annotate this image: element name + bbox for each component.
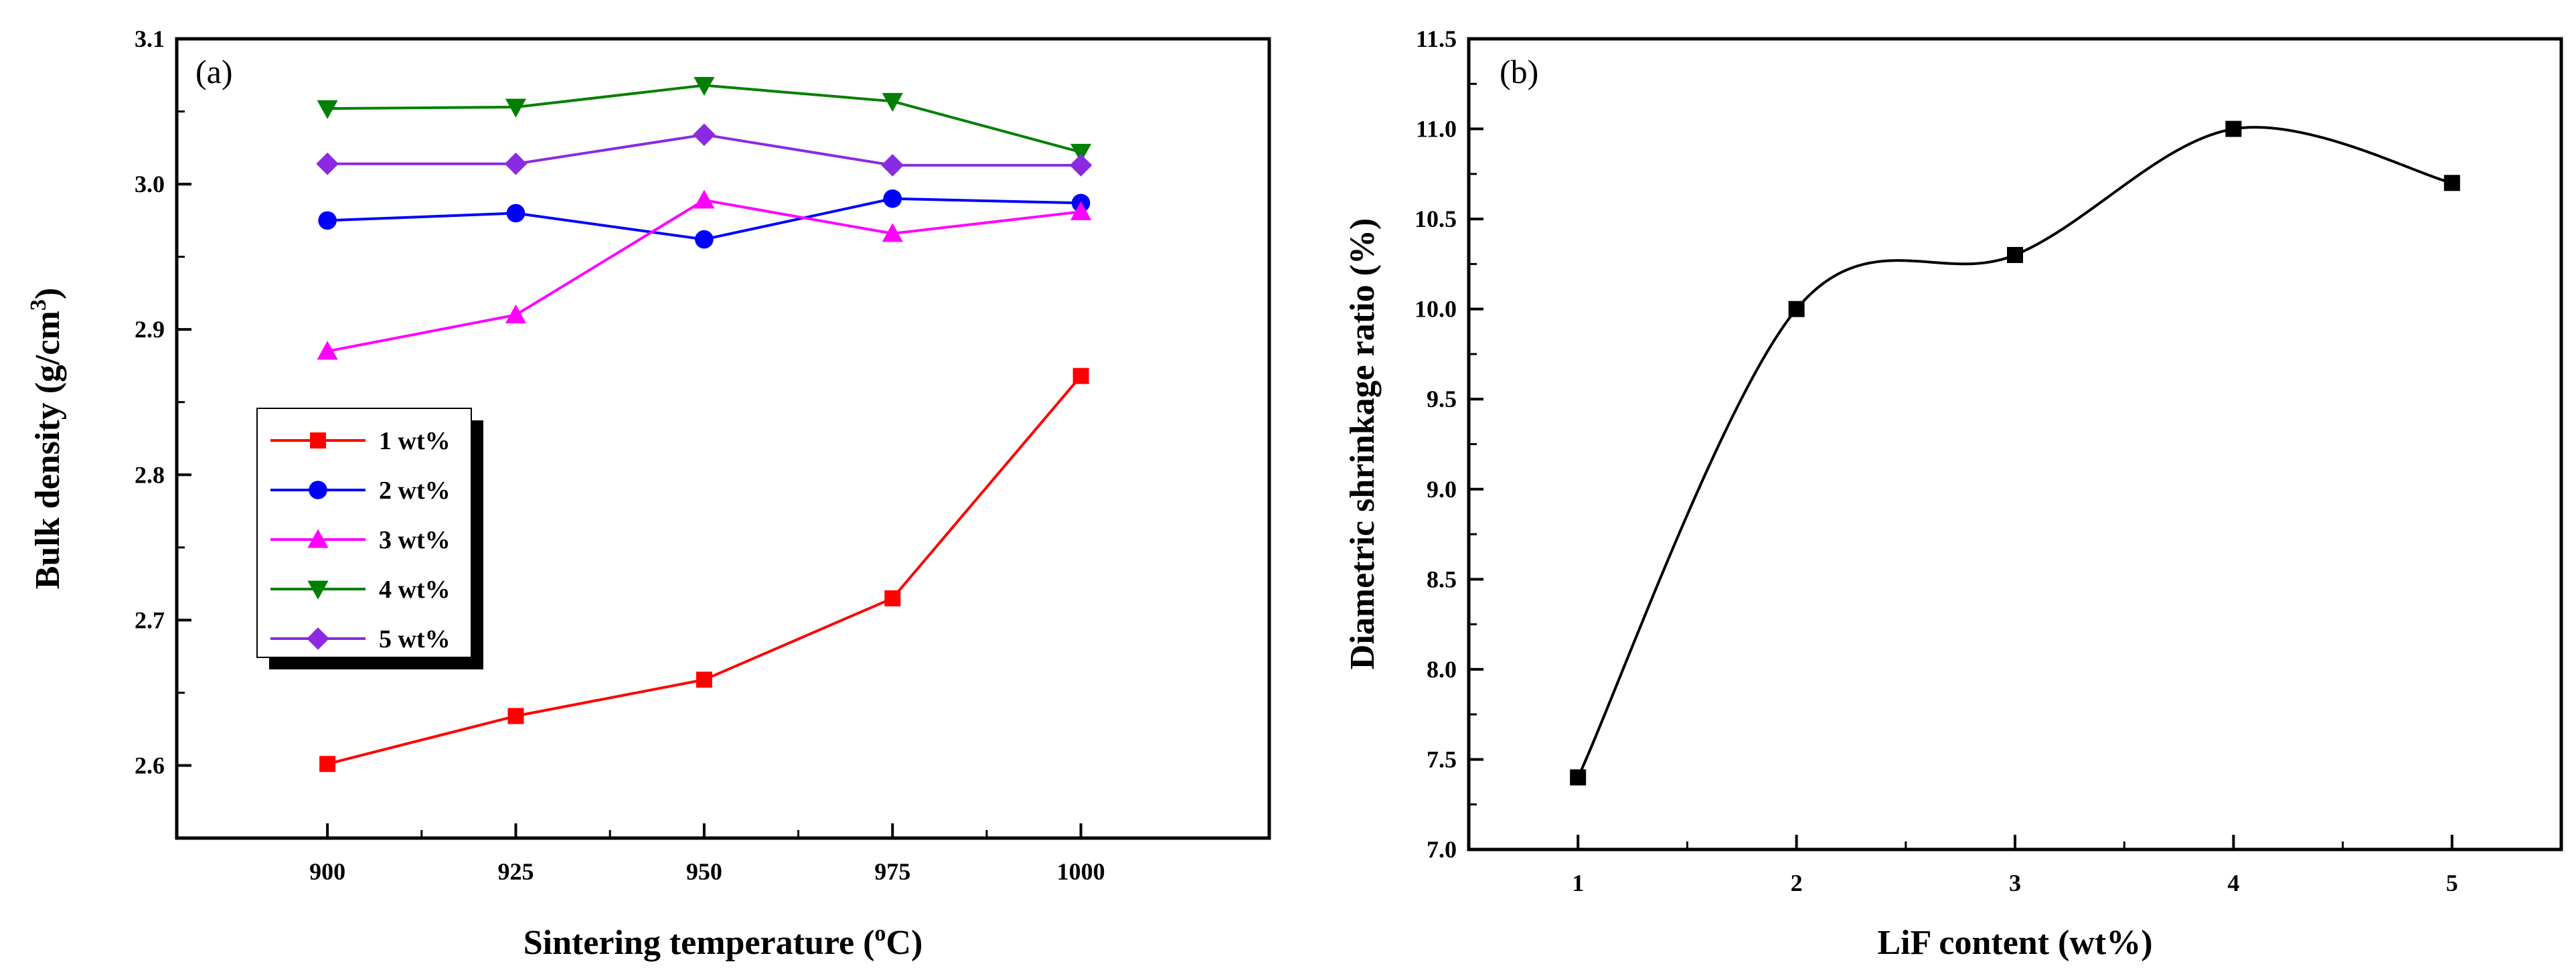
chart-a-data-point (319, 756, 336, 772)
chart-b-x-tick-label: 5 (2446, 870, 2458, 896)
chart-b-y-tick-label: 7.5 (1427, 746, 1457, 772)
chart-a-legend-label: 5 wt% (379, 625, 451, 653)
chart-a-y-tick-label: 3.0 (135, 171, 165, 197)
chart-b-series (1570, 120, 2460, 786)
chart-a-series-2 (318, 189, 1091, 249)
chart-a-legend: 1 wt% 2 wt% 3 wt% 4 wt% 5 wt% (256, 408, 483, 669)
chart-a-x-tick-label: 1000 (1057, 858, 1105, 885)
chart-a-panel-label: (a) (195, 53, 233, 90)
chart-a-legend-item: 1 wt% (270, 427, 451, 455)
chart-a-series-5 (316, 123, 1093, 177)
chart-b-y-tick-label: 8.0 (1427, 656, 1457, 683)
chart-a-data-point (1070, 143, 1092, 163)
chart-b-x-tick-label: 1 (1572, 870, 1584, 896)
chart-b-x-ticks: 1 2 3 4 5 (1572, 835, 2458, 896)
chart-a-legend-box (256, 408, 472, 658)
chart-a-y-tick-label: 3.1 (135, 25, 165, 52)
chart-a-data-point (694, 76, 715, 96)
chart-a-x-tick-label: 975 (874, 858, 910, 885)
chart-a-data-point (882, 223, 903, 242)
chart-a-plot-frame (175, 37, 1271, 840)
chart-a-data-point (696, 671, 712, 688)
chart-a-x-tick-label: 950 (686, 858, 722, 885)
chart-a-legend-marker (309, 481, 327, 499)
chart-a: 900 925 950 975 1000 2.62.72.82.93.03.1 (a) … (26, 25, 1271, 962)
chart-a-legend-label: 1 wt% (379, 427, 451, 455)
chart-b-y-tick-label: 9.0 (1427, 476, 1457, 503)
chart-b-y-tick-label: 10.0 (1415, 296, 1457, 323)
chart-a-data-point (695, 230, 714, 249)
chart-a-data-point (693, 123, 716, 147)
chart-a-series-4 (317, 76, 1092, 163)
chart-a-y-tick-label: 2.6 (135, 752, 165, 779)
chart-b-data-point (2007, 246, 2023, 263)
chart-b-x-tick-label: 2 (1791, 870, 1803, 896)
chart-a-x-tick-label: 900 (309, 858, 345, 885)
chart-a-x-tick-label: 925 (497, 858, 534, 885)
chart-b-y-tick-label: 11.5 (1416, 25, 1457, 52)
chart-a-legend-label: 3 wt% (379, 526, 451, 554)
chart-a-series (316, 76, 1093, 772)
chart-a-data-point (318, 211, 337, 230)
chart-b-x-tick-label: 3 (2009, 870, 2021, 896)
chart-b-y-tick-label: 10.5 (1415, 206, 1457, 232)
chart-a-data-point (504, 152, 528, 175)
chart-a-data-point (506, 203, 526, 223)
chart-a-y-tick-label: 2.8 (135, 461, 165, 488)
chart-a-legend-marker (307, 580, 329, 600)
chart-a-x-ticks: 900 925 950 975 1000 (309, 823, 1105, 885)
chart-a-legend-marker (307, 627, 329, 650)
chart-b-data-point (1570, 769, 1587, 786)
chart-b-y-axis-title: Diametric shrinkage ratio (%) (1344, 218, 1382, 669)
chart-a-data-point (882, 92, 903, 112)
chart-a-legend-marker (307, 529, 329, 548)
chart-a-data-point (317, 341, 338, 360)
chart-a-data-point (694, 189, 715, 209)
chart-a-legend-item: 5 wt% (270, 625, 451, 653)
chart-a-data-point (1072, 368, 1089, 384)
chart-b-x-axis-title: LiF content (wt%) (1877, 924, 2152, 962)
chart-a-series-3 (317, 189, 1092, 360)
chart-b-y-tick-label: 11.0 (1416, 116, 1457, 143)
chart-a-data-point (883, 189, 902, 208)
chart-b-data-point (2225, 120, 2242, 137)
chart-a-data-point (317, 100, 338, 119)
chart-a-y-tick-label: 2.9 (135, 316, 165, 343)
chart-a-legend-label: 4 wt% (379, 576, 451, 604)
chart-b-y-tick-label: 7.0 (1427, 836, 1457, 863)
chart-a-y-ticks: 2.6 2.7 2.8 2.9 3.0 3.1 (135, 25, 191, 779)
chart-a-data-point (316, 152, 339, 175)
chart-a-y-tick-label: 2.7 (135, 606, 165, 633)
chart-b-data-point (2443, 175, 2460, 191)
chart-a-data-point (505, 98, 527, 118)
chart-a-data-point (505, 304, 527, 323)
chart-b-series-curve (1577, 126, 2453, 779)
chart-a-legend-marker (310, 432, 326, 448)
chart-a-legend-label: 2 wt% (379, 477, 451, 505)
chart-a-data-point (881, 154, 904, 177)
chart-a-data-point (1069, 154, 1093, 177)
chart-b-y-ticks: 7.0 7.5 8.0 8.5 9.0 9.5 10.0 10.5 11.0 11.5 (1415, 25, 1483, 863)
chart-a-x-axis-title: Sintering temperature (oC) (524, 921, 923, 962)
chart-b-data-point (1788, 301, 1805, 317)
chart-b: 1 2 3 4 5 7.0 7.5 8.0 8.5 9.0 9.5 10.0 10.5 11.0 11.5… (1344, 25, 2563, 962)
chart-a-y-axis-title: Bulk density (g/cm3) (26, 288, 67, 589)
chart-a-legend-item: 3 wt% (270, 526, 451, 554)
chart-a-legend-item: 4 wt% (270, 576, 451, 604)
chart-b-y-tick-label: 8.5 (1427, 566, 1457, 592)
chart-b-x-tick-label: 4 (2227, 870, 2239, 896)
chart-a-series-1 (319, 368, 1089, 772)
chart-a-data-point (884, 590, 901, 606)
chart-a-data-point (507, 708, 524, 724)
chart-b-y-tick-label: 9.5 (1427, 386, 1457, 412)
chart-a-legend-item: 2 wt% (270, 477, 451, 505)
chart-a-data-point (1070, 201, 1092, 220)
chart-b-panel-label: (b) (1500, 53, 1538, 90)
